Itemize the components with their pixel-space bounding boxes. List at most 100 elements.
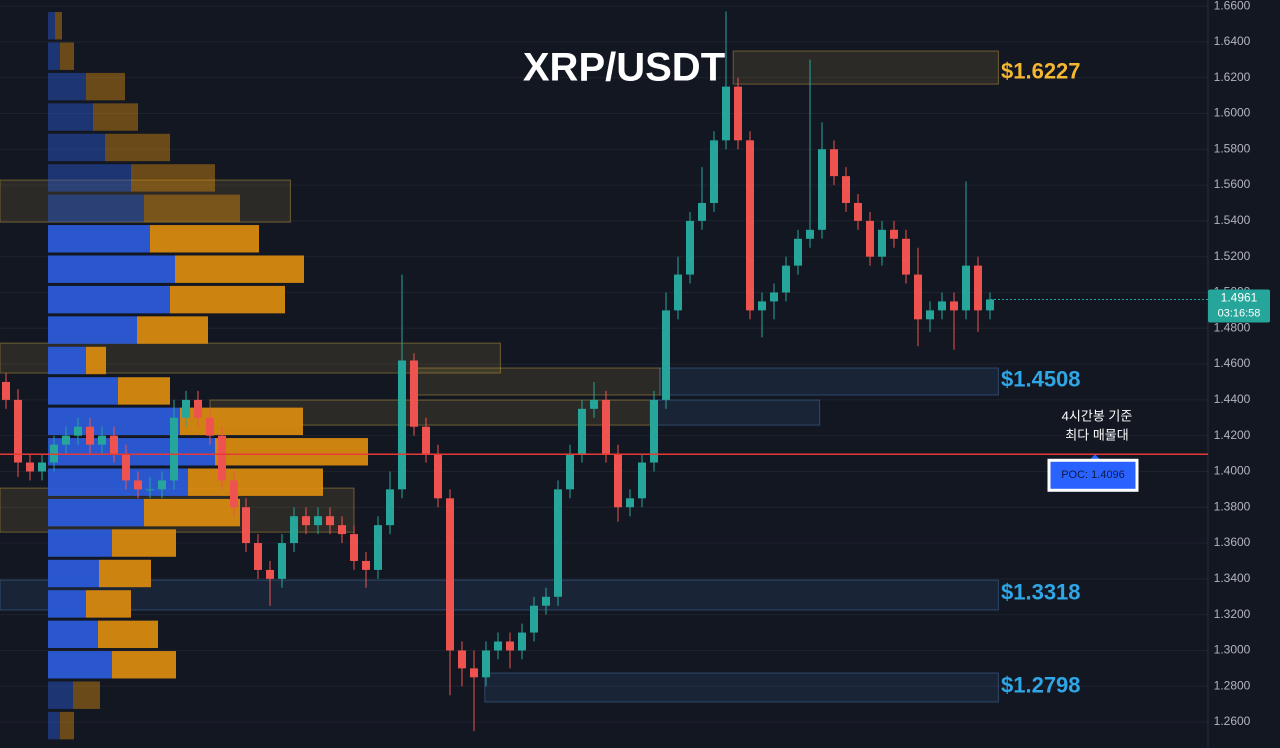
candle-body <box>302 516 310 526</box>
candle-body <box>602 399 610 454</box>
candle-body <box>338 525 346 535</box>
zone <box>0 579 999 611</box>
profile-buy-bar <box>48 620 98 649</box>
candle-body <box>566 453 574 490</box>
candle-body <box>962 265 970 311</box>
candle-body <box>14 399 22 463</box>
zone <box>659 367 999 396</box>
candle-body <box>794 238 802 266</box>
y-tick-label: 1.2800 <box>1214 678 1251 692</box>
candle-body <box>674 274 682 311</box>
candles <box>2 11 994 731</box>
y-tick-label: 1.5600 <box>1214 177 1251 191</box>
candle-body <box>278 543 286 579</box>
profile-buy-bar <box>48 72 86 101</box>
candle-body <box>266 569 274 579</box>
profile-sell-bar <box>98 620 158 649</box>
poc-label: POC: 1.4096 <box>1061 469 1125 481</box>
profile-buy-bar <box>48 468 188 496</box>
candle-body <box>518 632 526 651</box>
candle-body <box>746 140 754 311</box>
candle-body <box>218 435 226 481</box>
y-tick-label: 1.6000 <box>1214 106 1251 120</box>
profile-buy-bar <box>48 255 175 283</box>
candle-body <box>530 605 538 633</box>
profile-sell-bar <box>86 590 131 618</box>
profile-sell-bar <box>93 103 138 131</box>
candle-body <box>890 229 898 239</box>
profile-sell-bar <box>60 42 74 70</box>
profile-buy-bar <box>48 529 112 557</box>
y-tick-label: 1.4800 <box>1214 320 1251 334</box>
profile-sell-bar <box>170 285 285 314</box>
y-tick-label: 1.5200 <box>1214 249 1251 263</box>
y-tick-label: 1.4400 <box>1214 392 1251 406</box>
candle-body <box>38 462 46 472</box>
profile-buy-bar <box>48 12 55 40</box>
last-price-tag <box>1208 289 1270 323</box>
candle-body <box>710 140 718 203</box>
profile-buy-bar <box>48 681 73 709</box>
candle-body <box>422 426 430 454</box>
candle-body <box>650 399 658 463</box>
y-tick-label: 1.3800 <box>1214 499 1251 513</box>
candle-body <box>638 462 646 499</box>
candle-body <box>326 516 334 526</box>
zone <box>649 399 821 426</box>
candle-body <box>482 650 490 678</box>
candle-body <box>470 668 478 678</box>
profile-sell-bar <box>118 377 170 405</box>
profile-buy-bar <box>48 559 99 588</box>
candle-body <box>194 399 202 418</box>
candle-body <box>830 149 838 177</box>
candle-body <box>314 516 322 526</box>
candle-body <box>350 534 358 561</box>
candle-body <box>374 525 382 570</box>
y-tick-label: 1.4600 <box>1214 356 1251 370</box>
profile-buy-bar <box>48 377 118 405</box>
profile-sell-bar <box>131 164 215 192</box>
poc-box <box>1047 458 1139 492</box>
profile-sell-bar <box>99 559 151 588</box>
profile-sell-bar <box>150 225 259 253</box>
level-label: $1.2798 <box>1001 672 1081 697</box>
y-tick-label: 1.3200 <box>1214 607 1251 621</box>
y-tick-label: 1.3000 <box>1214 643 1251 657</box>
profile-buy-bar <box>48 285 170 314</box>
candle-body <box>74 426 82 436</box>
candle-body <box>734 86 742 141</box>
candle-body <box>758 301 766 311</box>
profile-buy-bar <box>48 42 60 70</box>
zone <box>484 672 999 703</box>
overlay: 1.2600 1.2800 1.3000 1.3200 1.3400 1.3600 1.38… <box>0 0 1270 728</box>
candle-body <box>578 408 586 454</box>
y-tick-label: 1.3400 <box>1214 571 1251 585</box>
candle-body <box>950 301 958 311</box>
candle-body <box>542 596 550 606</box>
candle-body <box>938 301 946 311</box>
candle-body <box>398 360 406 490</box>
candle-body <box>782 265 790 293</box>
profile-sell-bar <box>105 133 170 162</box>
y-tick-label: 1.3600 <box>1214 535 1251 549</box>
y-tick-label: 1.6600 <box>1214 0 1251 12</box>
candle-body <box>458 650 466 669</box>
zone <box>732 50 999 85</box>
profile-buy-bar <box>48 225 150 253</box>
candle-body <box>110 435 118 454</box>
candle-body <box>986 299 994 311</box>
y-tick-label: 1.4200 <box>1214 428 1251 442</box>
candle-body <box>770 292 778 302</box>
y-tick-label: 1.2600 <box>1214 714 1251 728</box>
candle-body <box>614 453 622 508</box>
profile-buy-bar <box>48 711 60 740</box>
poc-note: 4시간봉 기준 <box>1062 409 1133 424</box>
candle-body <box>386 489 394 526</box>
candle-body <box>134 480 142 490</box>
zone <box>409 367 661 396</box>
candle-body <box>434 453 442 499</box>
candle-body <box>146 489 154 491</box>
